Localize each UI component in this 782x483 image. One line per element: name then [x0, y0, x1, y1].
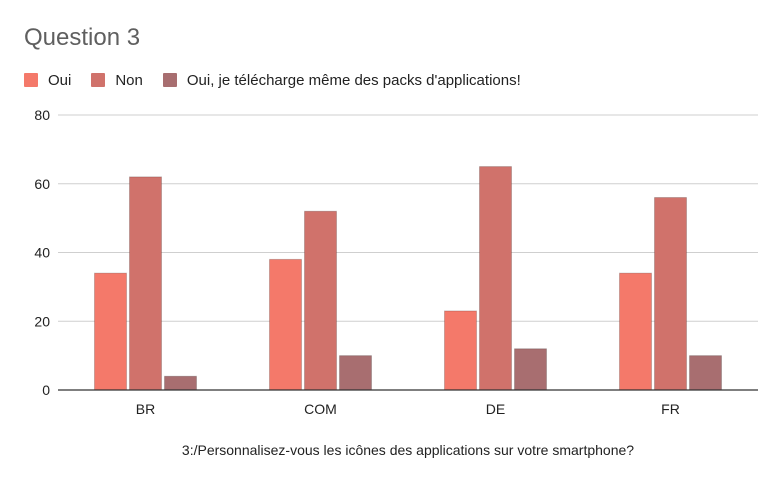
- x-tick-label: FR: [661, 401, 680, 417]
- bar: [619, 272, 652, 391]
- legend-label: Oui, je télécharge même des packs d'appl…: [186, 71, 521, 89]
- legend-swatch: [162, 73, 177, 87]
- bar: [269, 258, 302, 391]
- chart-title: Question 3: [24, 24, 141, 51]
- legend-item[interactable]: Non: [91, 72, 143, 89]
- y-tick-label: 60: [34, 176, 50, 192]
- bar: [339, 355, 372, 391]
- x-tick-label: DE: [486, 401, 505, 417]
- legend-swatch: [24, 73, 38, 87]
- x-tick-label: BR: [136, 401, 155, 417]
- bar: [444, 310, 477, 391]
- x-tick-label: COM: [304, 401, 337, 417]
- bar: [94, 272, 127, 391]
- legend-label: Oui: [48, 71, 72, 89]
- legend: Oui Non Oui, je télécharge même des packs …: [24, 68, 541, 92]
- bar: [129, 176, 162, 391]
- bar: [479, 166, 512, 391]
- legend-item[interactable]: Oui: [24, 72, 71, 89]
- bar: [514, 348, 547, 391]
- bar: [304, 210, 337, 391]
- legend-label: Non: [115, 71, 143, 89]
- x-axis-label: 3:/Personnalisez-vous les icônes des app…: [182, 442, 634, 458]
- bar: [654, 197, 687, 391]
- legend-item[interactable]: Oui, je télécharge même des packs d'appl…: [162, 71, 521, 89]
- y-tick-label: 0: [42, 382, 50, 398]
- y-tick-label: 80: [34, 107, 50, 123]
- legend-swatch: [91, 73, 106, 87]
- y-tick-label: 20: [34, 313, 50, 329]
- bar: [689, 355, 722, 391]
- y-tick-label: 40: [34, 245, 50, 261]
- bar: [164, 375, 197, 391]
